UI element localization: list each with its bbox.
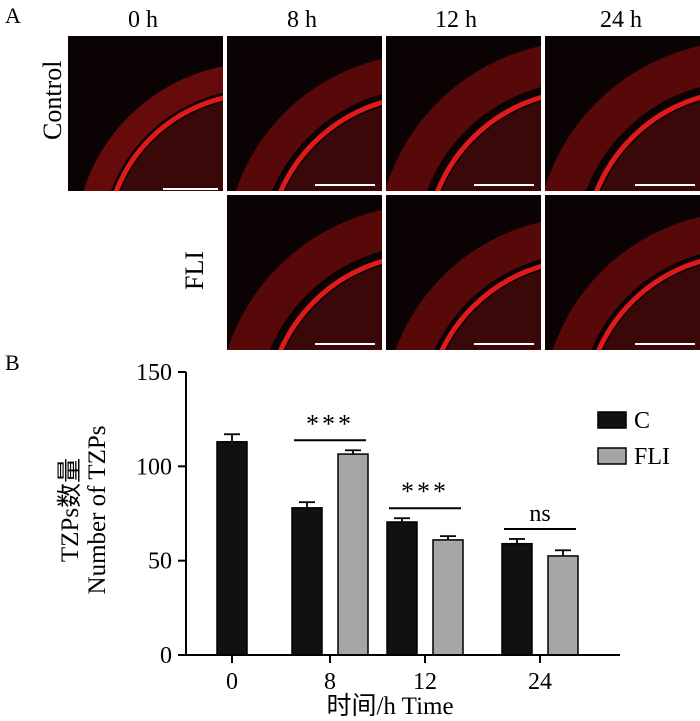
y-tick-label: 150 (136, 360, 172, 386)
micrograph-control-0h (68, 36, 223, 191)
x-tick-label: 12 (413, 669, 437, 695)
micrograph-fli-8h (227, 195, 382, 350)
micrograph-control-12h (386, 36, 541, 191)
micrograph-control-24h (545, 36, 700, 191)
x-axis-label: 时间/h Time (326, 692, 453, 720)
significance-label: ns (529, 501, 550, 527)
bar-c-8 (291, 507, 323, 656)
y-axis-label-cn: TZPs数量 (56, 458, 84, 562)
x-tick-label: 8 (324, 669, 336, 695)
bar-c-12 (386, 521, 418, 656)
significance-label: *** (306, 409, 354, 438)
legend-label-fli: FLI (634, 444, 670, 470)
legend-label-c: C (634, 408, 650, 434)
y-tick-label: 100 (136, 454, 172, 480)
y-tick-label: 0 (160, 643, 172, 669)
y-axis-label-en: Number of TZPs (84, 426, 111, 595)
y-tick-label: 50 (148, 549, 172, 575)
time-label-8h: 8 h (287, 7, 317, 33)
time-label-0h: 0 h (128, 7, 158, 33)
bar-c-24 (501, 542, 533, 656)
panel-a-letter: A (5, 3, 21, 28)
bar-fli-24 (547, 555, 579, 656)
legend-swatch-fli (597, 447, 627, 465)
x-tick-label: 24 (528, 669, 552, 695)
micrograph-fli-12h (386, 195, 541, 350)
time-label-12h: 12 h (435, 7, 477, 33)
bar-fli-8 (337, 453, 369, 656)
legend-swatch-c (597, 411, 627, 429)
micrograph-fli-24h (545, 195, 700, 350)
significance-label: *** (401, 477, 449, 506)
x-tick-label: 0 (226, 669, 238, 695)
bar-c-0 (216, 441, 248, 656)
panel-b-letter: B (5, 350, 20, 375)
micrograph-control-8h (227, 36, 382, 191)
bar-fli-12 (432, 539, 464, 656)
time-label-24h: 24 h (600, 7, 642, 33)
